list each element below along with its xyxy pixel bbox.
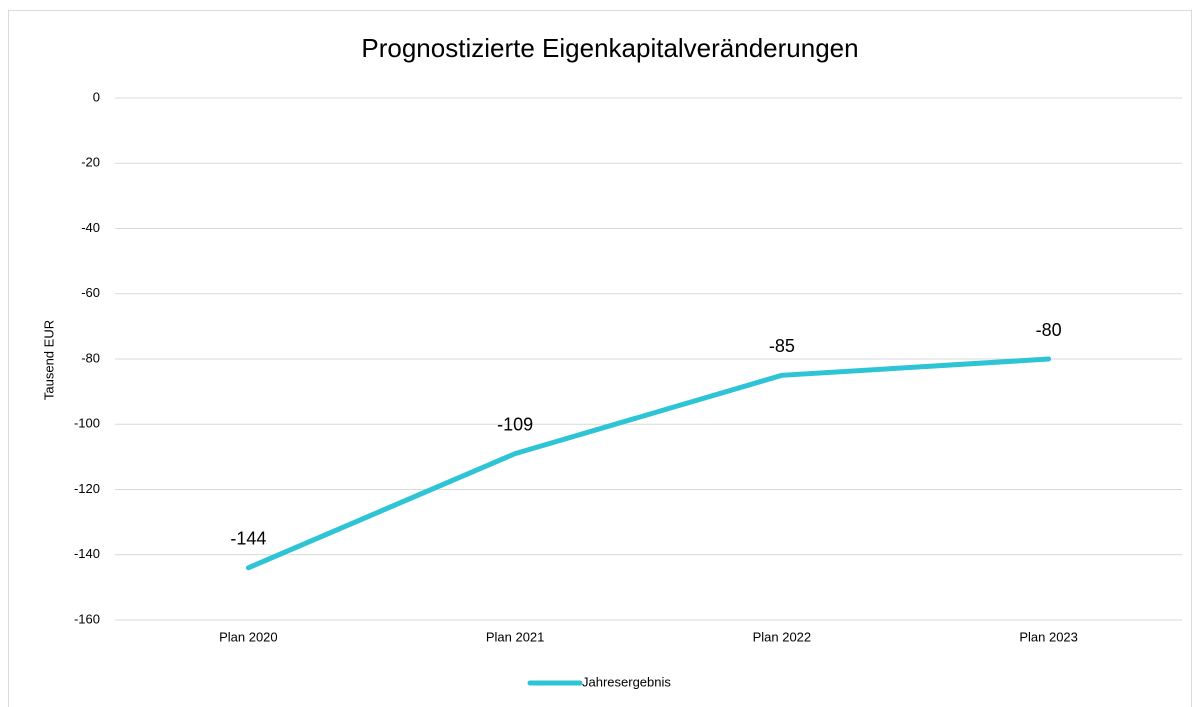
y-tick-label: 0: [93, 89, 100, 104]
y-tick-label: -20: [81, 155, 100, 170]
y-tick-label: -160: [74, 611, 100, 626]
y-tick-label: -120: [74, 481, 100, 496]
y-axis-label: Tausend EUR: [41, 320, 56, 400]
line: [245, 356, 1052, 571]
y-tick-label: -80: [81, 350, 100, 365]
y-tick-label: -140: [74, 546, 100, 561]
y-tick-label: -60: [81, 285, 100, 300]
data-label: -144: [230, 529, 266, 549]
data-label: -109: [497, 414, 533, 434]
x-tick-label: Plan 2022: [753, 629, 812, 644]
y-tick-label: -40: [81, 220, 100, 235]
x-tick-label: Plan 2021: [486, 629, 545, 644]
x-tick-label: Plan 2023: [1019, 629, 1078, 644]
data-label: -80: [1036, 320, 1062, 340]
data-label: -85: [769, 336, 795, 356]
x-tick-label: Plan 2020: [219, 629, 278, 644]
y-tick-label: -100: [74, 416, 100, 431]
chart-title: Prognostizierte Eigenkapitalveränderunge…: [361, 33, 858, 63]
legend-label: Jahresergebnis: [582, 674, 671, 689]
